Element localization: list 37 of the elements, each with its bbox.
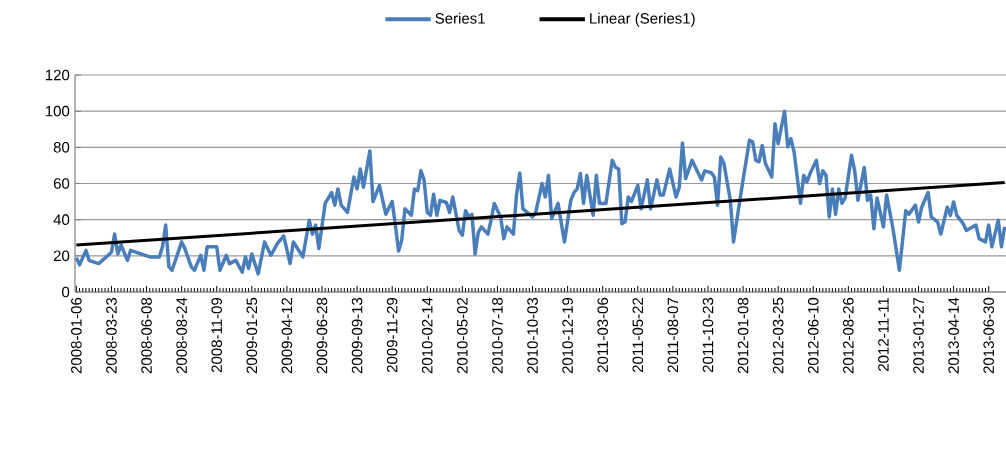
x-tick-label: 2013-06-30 <box>983 297 994 374</box>
x-tick-label: 2009-04-12 <box>281 297 293 374</box>
x-tick-label: 2010-07-18 <box>492 297 503 374</box>
line-series <box>75 109 1006 276</box>
x-tick-label: 2013-01-27 <box>913 297 924 374</box>
x-tick-label: 2012-06-10 <box>807 297 819 374</box>
y-tick-label: 60 <box>53 178 70 189</box>
legend-label: Linear (Series1) <box>590 12 695 27</box>
x-tick-label: 2010-10-03 <box>527 297 538 374</box>
x-tick-label: 2012-03-25 <box>772 297 784 374</box>
y-tick-label: 40 <box>53 214 70 225</box>
y-tick-label: 0 <box>62 286 70 298</box>
x-tick-label: 2011-03-06 <box>597 297 609 373</box>
x-tick-label: 2011-05-22 <box>632 297 644 373</box>
x-tick-label: 2008-11-09 <box>211 297 223 373</box>
x-tick-label: 2013-04-14 <box>948 297 959 374</box>
x-tick-label: 2008-03-23 <box>106 297 117 374</box>
x-tick-label: 2012-08-26 <box>843 297 854 374</box>
x-tick-label: 2009-06-28 <box>316 297 328 374</box>
x-tick-label: 2009-01-25 <box>246 297 258 374</box>
x-tick-label: 2008-06-08 <box>141 297 152 374</box>
y-tick-label: 80 <box>53 142 70 153</box>
x-tick-label: 2009-11-29 <box>386 297 398 373</box>
y-tick-label: 120 <box>45 69 70 81</box>
x-tick-label: 2010-02-14 <box>421 297 433 374</box>
x-tick-label: 2011-08-07 <box>667 297 679 373</box>
x-tick-label: 2012-01-08 <box>737 297 749 374</box>
x-tick-label: 2008-01-06 <box>71 297 82 374</box>
x-tick-label: 2012-11-11 <box>878 297 889 371</box>
y-tick-label: 20 <box>53 250 70 262</box>
y-tick-label: 100 <box>45 105 70 117</box>
x-tick-label: 2011-10-23 <box>702 297 714 373</box>
x-tick-label: 2009-09-13 <box>351 297 363 374</box>
x-tick-label: 2008-08-24 <box>176 297 187 374</box>
x-tick-label: 2010-05-02 <box>457 297 468 374</box>
legend-label: Series1 <box>435 12 485 24</box>
x-tick-label: 2010-12-19 <box>562 297 573 374</box>
